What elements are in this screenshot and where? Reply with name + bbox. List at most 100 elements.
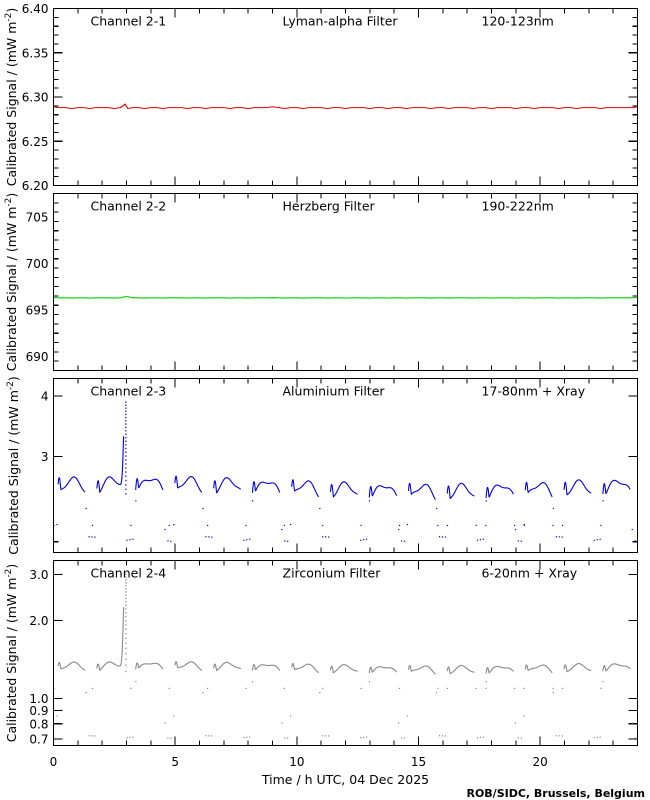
series-point [368, 500, 371, 502]
series-point [125, 652, 127, 655]
series-point [365, 736, 368, 738]
series-point [327, 735, 330, 737]
y-tick-label: 6.35 [22, 46, 49, 60]
series-point [125, 440, 127, 442]
series-point [168, 524, 170, 527]
series-point [406, 715, 409, 717]
series-point [482, 538, 484, 540]
series-point [562, 687, 564, 689]
series-point [252, 500, 254, 502]
series-point [243, 737, 245, 739]
series-point [631, 528, 633, 531]
series-point [284, 737, 286, 739]
series-point [243, 539, 245, 541]
series-point [558, 735, 560, 737]
x-tick-label: 15 [411, 755, 426, 769]
series-point [125, 658, 127, 660]
series-point [441, 536, 444, 538]
series-point [125, 591, 127, 593]
y-axis-title-4: Calibrated Signal / (mW m-2) [4, 564, 19, 743]
panel-frame-3 [52, 377, 639, 554]
series-point [88, 536, 90, 538]
series-point [561, 735, 563, 737]
series-line-4 [251, 664, 281, 671]
panel-filter-label-3: Aluminium Filter [283, 384, 386, 399]
series-line-4 [446, 664, 475, 675]
x-tick-label: 10 [289, 755, 304, 769]
series-line-3 [446, 482, 475, 500]
series-point [205, 536, 207, 538]
y-tick-label: 1.0 [29, 692, 48, 706]
series-point [360, 737, 362, 739]
series-line-4 [96, 606, 125, 671]
series-line-4 [213, 661, 241, 672]
series-point [398, 722, 400, 724]
series-point [125, 447, 127, 450]
panel-4: 0.70.80.91.0 2.0 3.0 Channel 2-4 Zirconium F… [29, 559, 639, 747]
x-axis-title: Time / h UTC, 04 Dec 2025 [261, 772, 429, 787]
series-point [205, 735, 207, 737]
series-point [325, 735, 327, 737]
series-point [135, 681, 137, 683]
panel-filter-label-4: Zirconium Filter [283, 566, 382, 581]
panel-channel-label-4: Channel 2-4 [91, 566, 167, 581]
series-point [281, 528, 283, 531]
series-point [600, 687, 602, 689]
panel-2: 690 695 700 705 Channel 2-2 Herzberg Filter 19… [26, 192, 639, 372]
series-point [363, 539, 365, 541]
panel-frame-4 [52, 559, 639, 747]
series-point [252, 681, 254, 683]
y-tick-label: 2.0 [29, 614, 48, 628]
series-point [125, 401, 127, 403]
series-point [322, 536, 324, 538]
series-point [485, 681, 487, 683]
series-line-3 [602, 479, 631, 494]
series-line-3 [96, 436, 125, 493]
series-point [125, 585, 127, 587]
series-point [125, 615, 127, 618]
series-point [596, 539, 598, 541]
series-point [634, 540, 636, 542]
series-point [173, 715, 175, 717]
series-point [170, 540, 172, 542]
series-point [287, 540, 289, 542]
x-tick-label: 5 [171, 755, 179, 769]
series-point [85, 692, 87, 694]
series-line-3 [407, 482, 436, 500]
series-point [596, 736, 598, 738]
series-point [319, 507, 321, 510]
series-point [208, 735, 210, 737]
series-point [476, 539, 479, 541]
series-point [125, 582, 127, 584]
series-point [319, 692, 321, 694]
panel-frame-2 [52, 192, 639, 372]
series-point [437, 687, 439, 689]
series-point [555, 735, 557, 737]
series-point [599, 736, 601, 738]
series-point [125, 642, 127, 644]
series-point [91, 687, 94, 689]
series-point [91, 524, 94, 527]
series-point [249, 736, 251, 738]
series-point [485, 687, 487, 689]
series-line-4 [602, 663, 631, 672]
series-group-1 [54, 103, 637, 110]
panel-channel-label-3: Channel 2-3 [91, 384, 167, 399]
series-point [125, 579, 127, 581]
series-point [325, 536, 327, 538]
series-line-4 [174, 661, 203, 671]
series-point [125, 420, 127, 422]
series-point [170, 737, 172, 739]
series-point [125, 601, 127, 603]
series-line-4 [485, 665, 514, 674]
y-axis-title-2: Calibrated Signal / (mW m-2) [4, 193, 19, 372]
series-point [555, 536, 557, 538]
y-tick-label: 6.25 [22, 135, 49, 149]
series-point [558, 536, 560, 538]
series-point [249, 538, 251, 540]
y-tick-label: 4 [41, 390, 49, 404]
series-point [283, 524, 285, 527]
series-point [125, 624, 127, 626]
series-point [290, 523, 292, 526]
